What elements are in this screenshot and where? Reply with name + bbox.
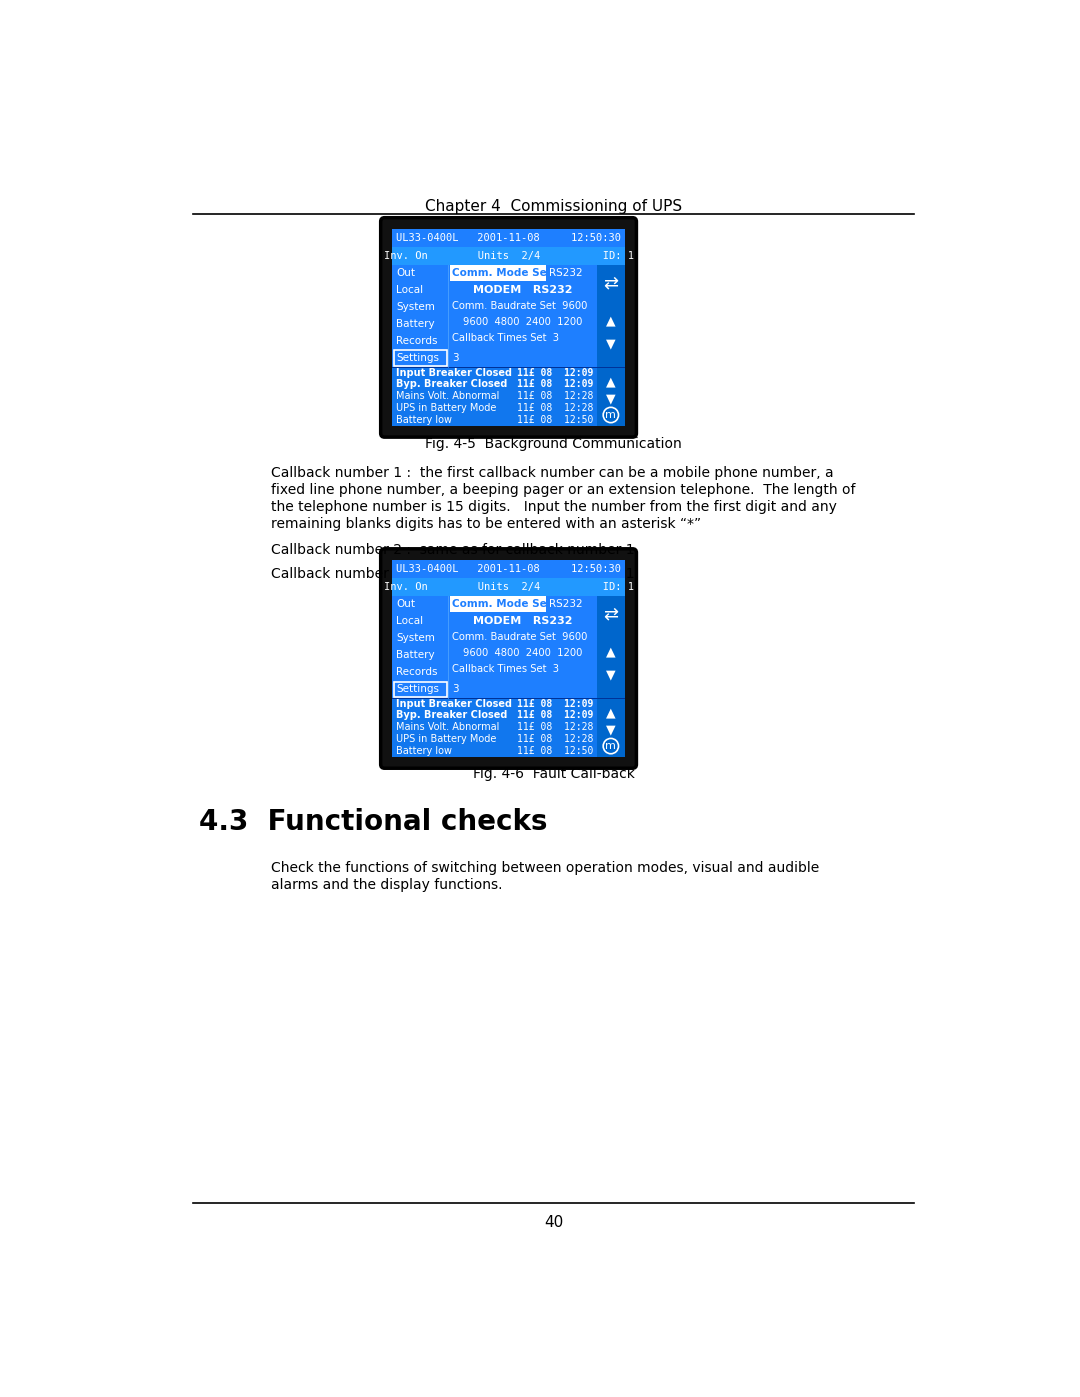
Text: Check the functions of switching between operation modes, visual and audible: Check the functions of switching between… [271, 861, 819, 875]
Text: Out: Out [396, 268, 415, 278]
Text: ▲: ▲ [606, 705, 616, 719]
Text: 9600  4800  2400  1200: 9600 4800 2400 1200 [463, 648, 582, 658]
Text: 3: 3 [451, 353, 459, 363]
Text: 11£ 08  12:28: 11£ 08 12:28 [516, 391, 593, 401]
Text: ⇄: ⇄ [604, 605, 619, 623]
Text: Battery: Battery [396, 650, 435, 661]
Text: Mains Volt. Abnormal: Mains Volt. Abnormal [396, 722, 500, 732]
Text: 11£ 08  12:28: 11£ 08 12:28 [516, 402, 593, 414]
Text: Callback number 1 :  the first callback number can be a mobile phone number, a: Callback number 1 : the first callback n… [271, 467, 834, 481]
Bar [392, 247, 625, 264]
Bar [392, 366, 597, 426]
Text: remaining blanks digits has to be entered with an asterisk “*”: remaining blanks digits has to be entere… [271, 517, 701, 531]
Bar [392, 560, 625, 757]
Text: MODEM   RS232: MODEM RS232 [473, 285, 572, 295]
Text: MODEM   RS232: MODEM RS232 [473, 616, 572, 626]
Text: 9600  4800  2400  1200: 9600 4800 2400 1200 [463, 317, 582, 327]
Text: UPS in Battery Mode: UPS in Battery Mode [396, 733, 497, 745]
Text: ▼: ▼ [606, 338, 616, 351]
Bar [392, 229, 625, 247]
Text: m: m [606, 409, 617, 420]
Text: Fig. 4-5  Background Communication: Fig. 4-5 Background Communication [426, 437, 681, 451]
Text: 11£ 08  12:28: 11£ 08 12:28 [516, 722, 593, 732]
Text: Comm. Mode Set: Comm. Mode Set [451, 268, 552, 278]
Bar [597, 264, 625, 366]
Text: alarms and the display functions.: alarms and the display functions. [271, 877, 502, 891]
Text: Local: Local [396, 285, 423, 295]
Text: Mains Volt. Abnormal: Mains Volt. Abnormal [396, 391, 500, 401]
Text: the telephone number is 15 digits.   Input the number from the first digit and a: the telephone number is 15 digits. Input… [271, 500, 837, 514]
Text: 11£ 08  12:28: 11£ 08 12:28 [516, 733, 593, 745]
Text: Settings: Settings [396, 353, 440, 363]
Text: Inv. On        Units  2/4          ID: 1: Inv. On Units 2/4 ID: 1 [383, 250, 634, 261]
Bar [394, 351, 446, 366]
Text: Callback Times Set  3: Callback Times Set 3 [451, 332, 559, 342]
Bar [448, 595, 597, 697]
Bar [392, 560, 625, 578]
Text: Chapter 4  Commissioning of UPS: Chapter 4 Commissioning of UPS [424, 198, 683, 214]
Text: Input Breaker Closed: Input Breaker Closed [396, 698, 512, 708]
Bar [449, 597, 546, 612]
Text: Battery low: Battery low [396, 415, 453, 425]
Text: 3: 3 [451, 685, 459, 694]
Bar [392, 264, 448, 366]
Text: RS232: RS232 [550, 599, 583, 609]
Text: UPS in Battery Mode: UPS in Battery Mode [396, 402, 497, 414]
Text: Local: Local [396, 616, 423, 626]
Text: Records: Records [396, 668, 437, 678]
Text: Byp. Breaker Closed: Byp. Breaker Closed [396, 380, 508, 390]
Text: System: System [396, 633, 435, 643]
Bar [597, 595, 625, 697]
Bar [597, 697, 625, 757]
Text: UL33-0400L   2001-11-08     12:50:30: UL33-0400L 2001-11-08 12:50:30 [396, 564, 621, 574]
Text: Records: Records [396, 337, 437, 346]
Bar [392, 595, 448, 697]
Text: Out: Out [396, 599, 415, 609]
Text: RS232: RS232 [550, 268, 583, 278]
Bar [394, 682, 446, 697]
Bar [449, 265, 546, 281]
Bar [392, 229, 625, 426]
Text: ▲: ▲ [606, 645, 616, 658]
Text: ▼: ▼ [606, 393, 616, 405]
Text: ⇄: ⇄ [604, 274, 619, 292]
Bar [392, 697, 597, 757]
Text: fixed line phone number, a beeping pager or an extension telephone.  The length : fixed line phone number, a beeping pager… [271, 483, 855, 497]
Text: 11£ 08  12:09: 11£ 08 12:09 [516, 367, 593, 377]
Text: 11£ 08  12:09: 11£ 08 12:09 [516, 380, 593, 390]
Bar [392, 578, 625, 595]
Text: Byp. Breaker Closed: Byp. Breaker Closed [396, 711, 508, 721]
Text: ▲: ▲ [606, 314, 616, 327]
Text: UL33-0400L   2001-11-08     12:50:30: UL33-0400L 2001-11-08 12:50:30 [396, 233, 621, 243]
Text: ▲: ▲ [606, 374, 616, 388]
Bar [448, 264, 597, 366]
Text: 4.3  Functional checks: 4.3 Functional checks [199, 809, 548, 837]
Text: System: System [396, 302, 435, 312]
Text: Callback Times Set  3: Callback Times Set 3 [451, 664, 559, 673]
Text: Comm. Baudrate Set  9600: Comm. Baudrate Set 9600 [451, 302, 588, 312]
Text: Callback number 2 :  same as for callback number 1: Callback number 2 : same as for callback… [271, 543, 634, 557]
Text: Comm. Mode Set: Comm. Mode Set [451, 599, 552, 609]
Text: ▼: ▼ [606, 724, 616, 736]
Text: Comm. Baudrate Set  9600: Comm. Baudrate Set 9600 [451, 633, 588, 643]
FancyBboxPatch shape [380, 218, 636, 437]
Text: 11£ 08  12:50: 11£ 08 12:50 [516, 746, 593, 756]
Text: Callback number 3 :  same as for callback number 1: Callback number 3 : same as for callback… [271, 567, 634, 581]
Text: ▼: ▼ [606, 669, 616, 682]
Text: Battery low: Battery low [396, 746, 453, 756]
Text: Settings: Settings [396, 685, 440, 694]
Text: Fig. 4-6  Fault Call-back: Fig. 4-6 Fault Call-back [473, 767, 634, 781]
Text: 11£ 08  12:09: 11£ 08 12:09 [516, 711, 593, 721]
Text: 11£ 08  12:09: 11£ 08 12:09 [516, 698, 593, 708]
Text: Input Breaker Closed: Input Breaker Closed [396, 367, 512, 377]
Text: m: m [606, 740, 617, 752]
Text: Inv. On        Units  2/4          ID: 1: Inv. On Units 2/4 ID: 1 [383, 581, 634, 592]
Bar [597, 366, 625, 426]
FancyBboxPatch shape [380, 549, 636, 768]
Text: Battery: Battery [396, 319, 435, 330]
Text: 40: 40 [544, 1215, 563, 1229]
Text: 11£ 08  12:50: 11£ 08 12:50 [516, 415, 593, 425]
